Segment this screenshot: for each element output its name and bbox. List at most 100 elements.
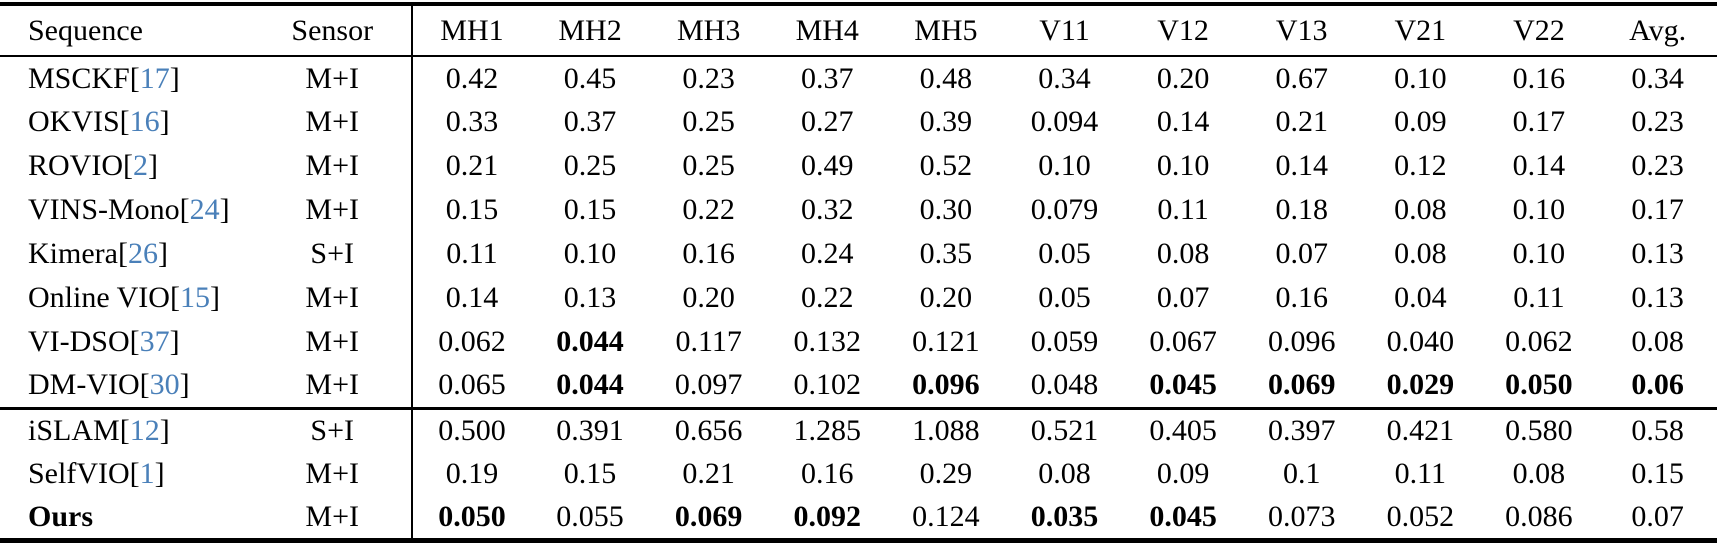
citation-link[interactable]: 37 <box>139 325 170 358</box>
citation-link[interactable]: 16 <box>129 105 160 138</box>
value-cell-v13: 0.14 <box>1275 149 1328 182</box>
sensor-cell: M+I <box>305 325 360 358</box>
method-cell: MSCKF[17] <box>28 61 180 95</box>
value-cell-mh3: 0.117 <box>675 325 742 358</box>
value-cell-v21: 0.040 <box>1386 325 1455 358</box>
value-cell-mh4: 0.132 <box>793 325 862 358</box>
value-cell-mh5: 0.30 <box>919 193 973 226</box>
method-cell: VINS-Mono[24] <box>28 193 230 226</box>
value-cell-avg: 0.07 <box>1631 499 1684 533</box>
value-cell-v12: 0.11 <box>1157 193 1209 226</box>
value-cell-mh4: 0.32 <box>801 193 854 226</box>
results-table: Sequence Sensor MH1 MH2 MH3 MH4 MH5 V11 V12 V13 V2… <box>0 2 1717 543</box>
citation-link[interactable]: 15 <box>179 281 210 314</box>
value-cell-v22: 0.14 <box>1512 149 1566 182</box>
value-cell-v21: 0.421 <box>1386 413 1455 447</box>
table-row-online-vio: Online VIO[15] M+I 0.14 0.13 0.20 0.22 0.20 0.0… <box>0 276 1717 320</box>
value-cell-v21: 0.08 <box>1394 193 1447 226</box>
method-name: Online VIO <box>28 281 170 314</box>
sensor-cell: M+I <box>305 61 360 95</box>
col-header-v22: V22 <box>1513 13 1565 47</box>
value-cell-v22: 0.062 <box>1505 325 1573 358</box>
citation-link[interactable]: 17 <box>139 61 170 95</box>
citation-link[interactable]: 2 <box>133 149 148 182</box>
value-cell-v22: 0.10 <box>1512 193 1566 226</box>
value-cell-mh4: 0.49 <box>801 149 854 182</box>
value-cell-mh4: 0.092 <box>793 499 862 533</box>
value-cell-v21: 0.08 <box>1394 237 1447 270</box>
value-cell-v12: 0.10 <box>1156 149 1210 182</box>
value-cell-v21: 0.09 <box>1394 105 1447 138</box>
value-cell-mh3: 0.097 <box>674 368 743 402</box>
table-row-vi-dso: VI-DSO[37] M+I 0.062 0.044 0.117 0.132 0.121 0.… <box>0 320 1717 364</box>
col-header-mh2: MH2 <box>558 13 622 47</box>
value-cell-v21: 0.029 <box>1386 368 1455 402</box>
value-cell-v11: 0.10 <box>1038 149 1091 182</box>
value-cell-v12: 0.045 <box>1149 368 1217 402</box>
value-cell-mh4: 0.27 <box>801 105 854 138</box>
value-cell-v22: 0.16 <box>1512 61 1566 95</box>
sensor-cell: S+I <box>310 237 355 270</box>
value-cell-v11: 0.521 <box>1030 413 1099 447</box>
method-name: VINS-Mono <box>28 193 180 226</box>
method-name: MSCKF <box>28 61 130 95</box>
value-cell-mh3: 0.23 <box>682 61 735 95</box>
method-name: SelfVIO <box>28 457 130 490</box>
value-cell-v12: 0.08 <box>1156 237 1210 270</box>
method-cell: ROVIO[2] <box>28 149 158 182</box>
value-cell-v11: 0.059 <box>1030 325 1099 358</box>
value-cell-mh1: 0.500 <box>411 408 531 452</box>
value-cell-mh2: 0.15 <box>563 193 617 226</box>
value-cell-mh5: 0.35 <box>919 237 973 270</box>
value-cell-v12: 0.09 <box>1156 457 1210 490</box>
value-cell-mh1: 0.11 <box>411 232 531 276</box>
method-name: ROVIO <box>28 149 123 182</box>
citation-link[interactable]: 1 <box>139 457 155 490</box>
method-cell: DM-VIO[30] <box>28 368 190 402</box>
value-cell-v11: 0.048 <box>1030 368 1099 402</box>
col-header-mh3: MH3 <box>676 13 741 47</box>
value-cell-mh1: 0.050 <box>411 496 531 540</box>
col-header-v11: V11 <box>1039 13 1090 47</box>
value-cell-v13: 0.073 <box>1267 499 1336 533</box>
value-cell-mh5: 0.121 <box>912 325 980 358</box>
value-cell-v22: 0.17 <box>1512 105 1566 138</box>
value-cell-mh5: 0.52 <box>919 149 973 182</box>
sensor-cell: M+I <box>305 149 360 182</box>
citation-link[interactable]: 24 <box>189 193 220 226</box>
table-row-selfvio: SelfVIO[1] M+I 0.19 0.15 0.21 0.16 0.29 0.08 0.0… <box>0 452 1717 496</box>
table-body: MSCKF[17] M+I 0.42 0.45 0.23 0.37 0.48 0.34 0.20… <box>0 56 1717 540</box>
value-cell-v13: 0.1 <box>1282 457 1321 490</box>
value-cell-v22: 0.11 <box>1513 281 1565 314</box>
method-name: Ours <box>28 499 94 533</box>
value-cell-mh5: 0.124 <box>912 499 980 533</box>
value-cell-mh2: 0.391 <box>556 413 624 447</box>
method-name: VI-DSO <box>28 325 130 358</box>
value-cell-v12: 0.405 <box>1149 413 1217 447</box>
value-cell-v12: 0.20 <box>1156 61 1210 95</box>
value-cell-mh2: 0.055 <box>556 499 624 533</box>
value-cell-avg: 0.13 <box>1631 281 1684 314</box>
value-cell-v22: 0.08 <box>1512 457 1566 490</box>
value-cell-v11: 0.079 <box>1030 193 1099 226</box>
value-cell-mh3: 0.22 <box>682 193 735 226</box>
citation-link[interactable]: 26 <box>127 237 158 270</box>
table-row-dm-vio: DM-VIO[30] M+I 0.065 0.044 0.097 0.102 0.096 0.… <box>0 364 1717 408</box>
citation-link[interactable]: 30 <box>149 368 180 402</box>
value-cell-avg: 0.17 <box>1631 193 1684 226</box>
col-header-mh1: MH1 <box>411 4 531 56</box>
citation-link[interactable]: 12 <box>129 413 160 447</box>
value-cell-avg: 0.13 <box>1631 237 1684 270</box>
value-cell-v13: 0.67 <box>1275 61 1328 95</box>
value-cell-v13: 0.096 <box>1267 325 1336 358</box>
value-cell-mh1: 0.21 <box>411 144 531 188</box>
value-cell-v13: 0.18 <box>1275 193 1328 226</box>
value-cell-mh4: 1.285 <box>793 413 862 447</box>
method-cell: VI-DSO[37] <box>28 325 180 358</box>
value-cell-mh2: 0.37 <box>563 105 617 138</box>
value-cell-v11: 0.035 <box>1030 499 1099 533</box>
value-cell-mh4: 0.22 <box>801 281 854 314</box>
sensor-cell: M+I <box>305 193 360 226</box>
value-cell-mh1: 0.42 <box>411 56 531 100</box>
value-cell-avg: 0.58 <box>1631 413 1684 447</box>
